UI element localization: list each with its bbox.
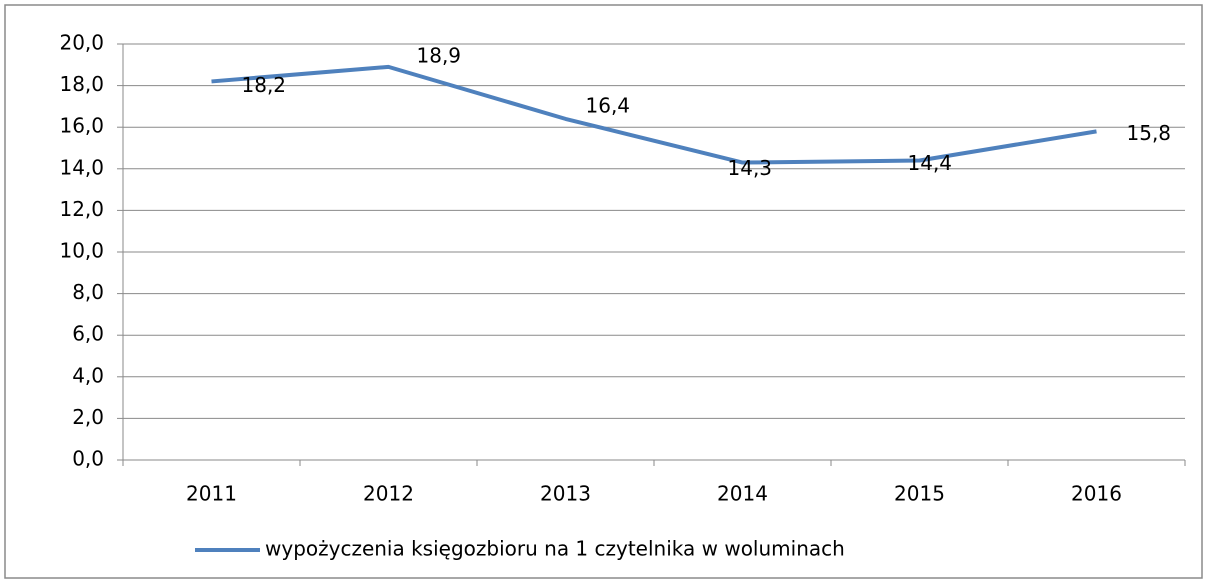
data-label: 14,4 (908, 151, 953, 175)
data-line (211, 64, 1097, 165)
y-tick-label: 4,0 (72, 363, 104, 387)
data-label: 14,3 (728, 156, 773, 180)
data-label: 15,8 (1127, 121, 1172, 145)
chart-frame (4, 4, 1203, 579)
data-label: 16,4 (586, 93, 631, 117)
x-tick-label: 2013 (540, 482, 591, 506)
y-tick-label: 6,0 (72, 322, 104, 346)
x-tick-label: 2016 (1071, 482, 1122, 506)
data-label: 18,9 (417, 43, 462, 67)
y-tick-label: 16,0 (59, 114, 104, 138)
y-tick-label: 20,0 (59, 31, 104, 55)
y-tick-label: 18,0 (59, 72, 104, 96)
data-label: 18,2 (242, 73, 287, 97)
x-tick-label: 2012 (363, 482, 414, 506)
x-tick-label: 2011 (186, 482, 237, 506)
y-tick-label: 0,0 (72, 447, 104, 471)
y-tick-label: 14,0 (59, 155, 104, 179)
y-tick-label: 12,0 (59, 197, 104, 221)
y-tick-label: 8,0 (72, 280, 104, 304)
x-tick-label: 2014 (717, 482, 768, 506)
y-tick-label: 10,0 (59, 239, 104, 263)
legend-label: wypożyczenia księgozbioru na 1 czytelnik… (265, 537, 845, 561)
x-tick-label: 2015 (894, 482, 945, 506)
y-tick-label: 2,0 (72, 405, 104, 429)
